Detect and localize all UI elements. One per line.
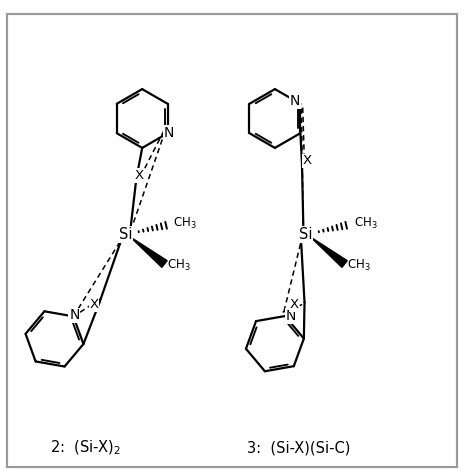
Text: X: X [135, 169, 144, 182]
Text: CH$_3$: CH$_3$ [173, 216, 197, 231]
Text: CH$_3$: CH$_3$ [354, 216, 377, 231]
Text: CH$_3$: CH$_3$ [167, 257, 191, 273]
Text: N: N [285, 309, 296, 323]
Text: 3:  (Si-X)(Si-C): 3: (Si-X)(Si-C) [247, 440, 350, 456]
Text: N: N [69, 309, 80, 322]
Polygon shape [310, 237, 347, 267]
Text: N: N [290, 94, 300, 109]
Text: X: X [303, 154, 312, 167]
Text: Si: Si [119, 227, 132, 242]
Polygon shape [130, 237, 167, 267]
Text: N: N [164, 126, 174, 140]
Text: X: X [290, 298, 299, 311]
Text: Si: Si [299, 227, 312, 242]
Text: 2:  (Si-X)$_2$: 2: (Si-X)$_2$ [50, 439, 121, 457]
Text: X: X [89, 298, 98, 311]
Text: CH$_3$: CH$_3$ [347, 257, 371, 273]
